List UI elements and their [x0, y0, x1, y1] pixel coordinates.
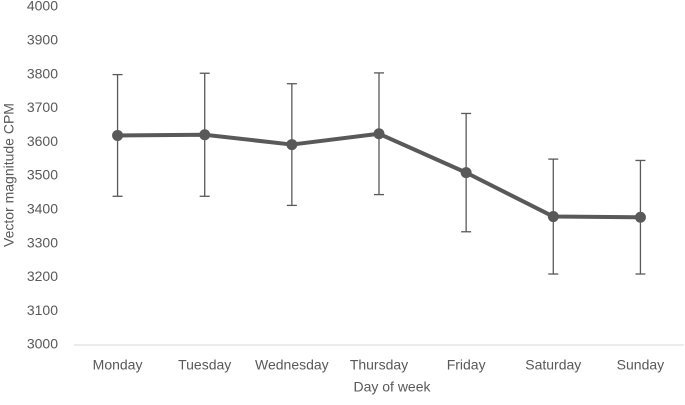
y-tick-label: 3000: [27, 336, 58, 352]
data-point: [634, 211, 646, 223]
data-point: [547, 211, 559, 223]
x-tick-label: Saturday: [525, 357, 581, 373]
x-tick-label: Monday: [93, 357, 143, 373]
y-tick-label: 3100: [27, 302, 58, 318]
x-tick-label: Thursday: [350, 357, 408, 373]
y-tick-label: 3300: [27, 234, 58, 250]
y-tick-label: 4000: [27, 0, 58, 14]
y-tick-label: 3200: [27, 268, 58, 284]
data-point: [373, 128, 385, 140]
x-tick-label: Sunday: [617, 357, 664, 373]
data-point: [460, 167, 472, 179]
data-point: [112, 129, 124, 141]
y-axis-title: Vector magnitude CPM: [1, 103, 17, 247]
x-tick-label: Tuesday: [178, 357, 231, 373]
y-tick-label: 3900: [27, 32, 58, 48]
y-tick-label: 3500: [27, 167, 58, 183]
data-point: [286, 139, 298, 151]
y-tick-label: 3700: [27, 99, 58, 115]
x-axis-title: Day of week: [353, 379, 431, 395]
y-tick-label: 3800: [27, 65, 58, 81]
y-tick-label: 3400: [27, 201, 58, 217]
y-tick-label: 3600: [27, 133, 58, 149]
x-tick-label: Wednesday: [255, 357, 329, 373]
data-point: [199, 129, 211, 141]
x-tick-label: Friday: [447, 357, 486, 373]
